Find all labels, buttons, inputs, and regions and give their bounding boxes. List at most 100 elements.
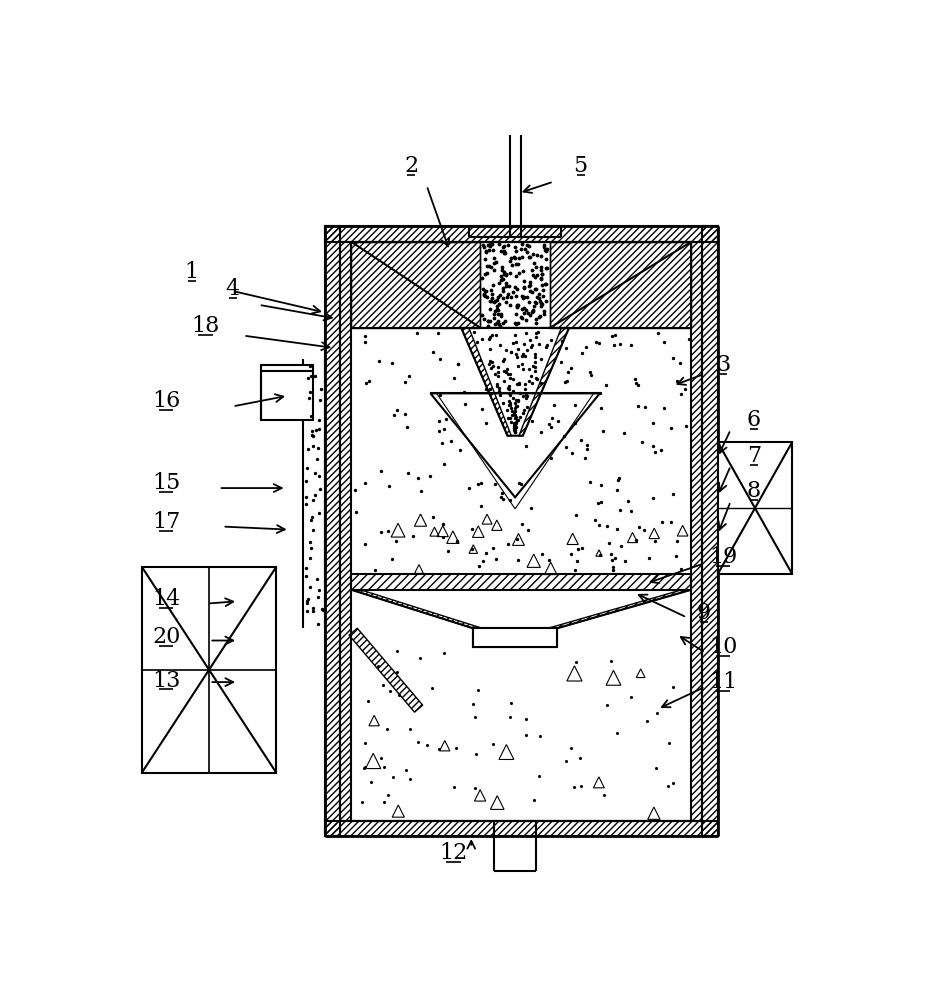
Point	[508, 315, 523, 331]
Point	[575, 540, 590, 556]
Point	[496, 290, 511, 306]
Point	[539, 337, 554, 353]
Point	[484, 360, 498, 376]
Point	[654, 442, 669, 458]
Point	[666, 350, 681, 366]
Point	[312, 392, 327, 408]
Point	[312, 468, 326, 484]
Point	[489, 298, 504, 314]
Point	[503, 253, 518, 269]
Point	[516, 336, 531, 352]
Point	[568, 562, 583, 578]
Point	[541, 416, 556, 432]
Point	[537, 303, 551, 319]
Point	[579, 437, 594, 453]
Point	[533, 298, 548, 314]
Point	[624, 503, 639, 519]
Point	[311, 440, 325, 456]
Point	[495, 491, 510, 507]
Point	[419, 737, 434, 753]
Point	[592, 547, 607, 563]
Point	[492, 296, 507, 312]
Point	[528, 311, 543, 327]
Point	[515, 405, 530, 421]
Point	[314, 381, 329, 397]
Point	[398, 374, 413, 390]
Point	[490, 301, 505, 317]
Point	[673, 561, 688, 577]
Point	[308, 368, 323, 384]
Point	[646, 438, 661, 454]
Point	[497, 373, 512, 389]
Point	[315, 602, 330, 618]
Point	[299, 473, 313, 489]
Point	[489, 292, 504, 308]
Point	[497, 363, 512, 379]
Point	[511, 392, 525, 408]
Point	[478, 244, 493, 260]
Point	[436, 529, 451, 545]
Point	[312, 481, 327, 497]
Point	[642, 550, 657, 566]
Point	[389, 533, 404, 549]
Point	[539, 241, 554, 257]
Point	[403, 721, 418, 737]
Point	[510, 281, 525, 297]
Point	[475, 401, 490, 417]
Bar	[141, 567, 276, 773]
Point	[509, 419, 524, 435]
Point	[499, 361, 514, 377]
Point	[541, 552, 556, 568]
Point	[673, 386, 688, 402]
Point	[451, 356, 466, 372]
Point	[511, 315, 525, 331]
Point	[507, 420, 522, 436]
Point	[299, 603, 314, 619]
Point	[534, 262, 549, 278]
Point	[508, 395, 523, 411]
Point	[478, 266, 493, 282]
Point	[357, 328, 372, 344]
Point	[475, 553, 490, 569]
Point	[525, 413, 539, 429]
Point	[500, 536, 515, 552]
Point	[305, 492, 320, 508]
Point	[523, 274, 538, 290]
Point	[482, 341, 497, 357]
Point	[401, 368, 416, 384]
Point	[672, 355, 687, 371]
Point	[507, 279, 522, 295]
Point	[300, 595, 315, 611]
Point	[584, 367, 599, 383]
Point	[501, 366, 516, 382]
Point	[525, 246, 540, 262]
Point	[482, 258, 497, 274]
Point	[508, 417, 523, 433]
Text: 4: 4	[225, 278, 240, 300]
Point	[593, 477, 608, 493]
Point	[510, 299, 525, 315]
Point	[493, 308, 508, 324]
Point	[485, 540, 500, 556]
Point	[512, 376, 526, 392]
Point	[524, 368, 538, 384]
Point	[492, 337, 507, 353]
Text: 11: 11	[709, 671, 737, 693]
Point	[533, 424, 548, 440]
Point	[390, 664, 405, 680]
Point	[493, 287, 508, 303]
Point	[450, 533, 465, 549]
Point	[508, 239, 523, 255]
Point	[511, 393, 525, 409]
Point	[483, 329, 498, 345]
Point	[412, 650, 427, 666]
Text: 12: 12	[439, 842, 468, 864]
Point	[475, 307, 490, 323]
Point	[609, 521, 624, 537]
Point	[475, 237, 490, 253]
Point	[304, 368, 319, 384]
Point	[370, 658, 385, 674]
Point	[525, 304, 539, 320]
Point	[468, 709, 483, 725]
Point	[613, 538, 628, 554]
